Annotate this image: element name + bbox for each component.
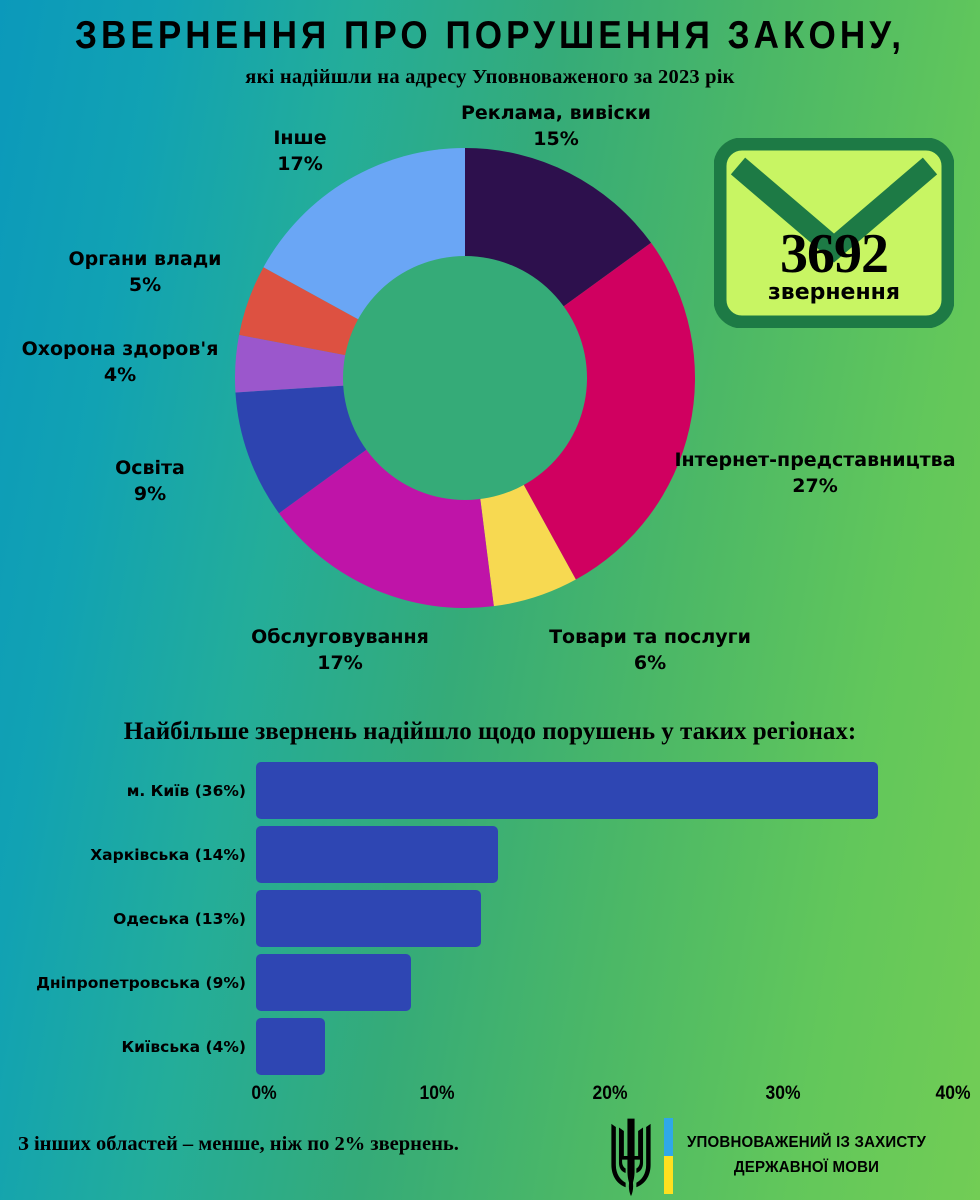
donut-label-reklama-name: Реклама, вивіски [461,102,651,124]
axis-tick-10: 10% [419,1083,455,1104]
regions-bar-chart: м. Київ (36%) Харківська (14%) Одеська (… [0,762,980,1082]
bar-row: Дніпропетровська (9%) [0,954,980,1011]
donut-label-internet-pct: 27% [792,475,838,498]
regions-footnote: З інших областей – менше, ніж по 2% звер… [18,1133,459,1155]
ukraine-flag-stripe [664,1118,673,1194]
donut-label-tovary-name: Товари та послуги [549,626,751,648]
donut-label-obsluhovuvannia-name: Обслуговування [251,626,429,648]
donut-label-reklama: Реклама, вивіски 15% [406,100,706,152]
axis-tick-40: 40% [935,1083,971,1104]
donut-label-obsluhovuvannia: Обслуговування 17% [190,624,490,676]
bar-fill-kyivska [256,1018,326,1075]
bar-track [256,1018,980,1075]
page-title: ЗВЕРНЕННЯ ПРО ПОРУШЕННЯ ЗАКОНУ, [74,14,906,57]
donut-label-ohorona-zdorovya-name: Охорона здоров'я [21,338,219,360]
bar-fill-kharkivska [256,826,498,883]
bar-track [256,890,980,947]
appeals-count-caption: звернення [767,280,901,305]
donut-label-osvita: Освіта 9% [60,455,240,507]
donut-hole [343,256,587,500]
donut-label-inshe-name: Інше [273,127,327,149]
bar-label-dnipropetrovska: Дніпропетровська (9%) [36,973,246,992]
donut-label-osvita-name: Освіта [115,457,185,479]
donut-label-orhany-vlady-pct: 5% [128,274,162,297]
donut-label-internet-name: Інтернет-представництва [674,449,956,471]
donut-chart-svg [235,148,695,608]
axis-tick-20: 20% [592,1083,628,1104]
donut-label-ohorona-zdorovya-pct: 4% [103,364,137,387]
brand-lockup: УПОВНОВАЖЕНИЙ ІЗ ЗАХИСТУ ДЕРЖАВНОЇ МОВИ [604,1112,974,1200]
bar-row: Київська (4%) [0,1018,980,1075]
bar-fill-odeska [256,890,481,947]
bar-row: Одеська (13%) [0,890,980,947]
bar-label-kharkivska: Харківська (14%) [90,845,246,864]
axis-tick-0: 0% [251,1083,277,1104]
bar-row: м. Київ (36%) [0,762,980,819]
bar-label-kyivska: Київська (4%) [121,1037,247,1056]
bar-chart-x-axis: 0% 10% 20% 30% 40% [0,1083,980,1109]
brand-name: УПОВНОВАЖЕНИЙ ІЗ ЗАХИСТУ ДЕРЖАВНОЇ МОВИ [687,1131,926,1181]
donut-label-obsluhovuvannia-pct: 17% [317,652,363,675]
bar-track [256,762,980,819]
envelope-icon [714,138,954,328]
envelope-badge: 3692 звернення [714,138,954,328]
donut-label-internet: Інтернет-представництва 27% [650,447,980,499]
donut-chart [235,148,695,608]
ukraine-trident-icon [611,1118,651,1197]
donut-label-osvita-pct: 9% [133,483,167,506]
brand-name-line1: УПОВНОВАЖЕНИЙ ІЗ ЗАХИСТУ [687,1134,926,1152]
bar-label-odeska: Одеська (13%) [113,909,246,928]
donut-label-ohorona-zdorovya: Охорона здоров'я 4% [0,336,240,388]
donut-label-inshe: Інше 17% [210,125,390,177]
appeals-count: 3692 [780,223,889,285]
bar-fill-kyiv-city [256,762,878,819]
bar-track [256,954,980,1011]
bar-track [256,826,980,883]
bar-fill-dnipropetrovska [256,954,412,1011]
donut-label-inshe-pct: 17% [277,153,323,176]
regions-heading: Найбільше звернень надійшло щодо порушен… [123,718,857,745]
bar-row: Харківська (14%) [0,826,980,883]
envelope-flap [730,157,938,263]
page-subtitle: які надійшли на адресу Уповноваженого за… [245,65,735,88]
header-block: ЗВЕРНЕННЯ ПРО ПОРУШЕННЯ ЗАКОНУ, які наді… [0,14,980,89]
donut-label-orhany-vlady-name: Органи влади [68,248,222,270]
brand-name-line2: ДЕРЖАВНОЇ МОВИ [733,1159,880,1176]
donut-label-tovary: Товари та послуги 6% [500,624,800,676]
donut-label-tovary-pct: 6% [633,652,667,675]
donut-label-orhany-vlady: Органи влади 5% [30,246,260,298]
axis-tick-30: 30% [765,1083,801,1104]
donut-label-reklama-pct: 15% [533,128,579,151]
bar-label-kyiv-city: м. Київ (36%) [126,781,246,800]
